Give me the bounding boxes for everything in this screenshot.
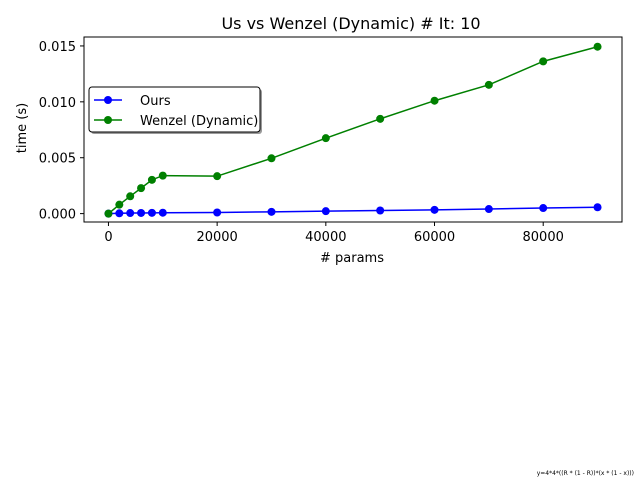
data-point (137, 184, 146, 193)
legend-swatch-marker (104, 116, 112, 124)
data-point (126, 192, 135, 201)
data-point (539, 204, 548, 213)
x-axis: 0 20000 40000 60000 80000 (104, 222, 564, 245)
data-point (126, 209, 135, 218)
footnote-formula: y=4*4*((R * (1 - R))*(x * (1 - x))) (537, 470, 634, 477)
x-tick-label: 80000 (523, 230, 564, 245)
data-point (213, 172, 222, 181)
data-point (137, 208, 146, 217)
legend-swatch-marker (104, 96, 112, 104)
data-point (147, 175, 156, 184)
data-point (267, 154, 276, 163)
x-tick-label: 0 (104, 230, 112, 245)
data-point (430, 96, 439, 105)
y-axis: 0.000 0.005 0.010 0.015 (39, 40, 84, 223)
y-tick-label: 0.005 (39, 152, 76, 167)
x-tick-label: 60000 (414, 230, 455, 245)
data-point (321, 207, 330, 216)
legend-label: Ours (140, 94, 171, 109)
legend-label: Wenzel (Dynamic) (140, 114, 258, 129)
y-tick-label: 0.010 (39, 96, 76, 111)
data-point (593, 42, 602, 51)
data-point (484, 205, 493, 214)
data-point (430, 205, 439, 214)
data-point (115, 209, 124, 218)
data-point (213, 208, 222, 217)
series-layer (104, 42, 602, 218)
data-point (539, 57, 548, 66)
data-point (267, 207, 276, 216)
x-axis-label: # params (320, 251, 384, 266)
data-point (376, 114, 385, 123)
legend-box (88, 86, 261, 133)
y-tick-label: 0.015 (39, 40, 76, 55)
legend: Ours Wenzel (Dynamic) (88, 86, 262, 134)
y-axis-label: time (s) (15, 103, 30, 153)
x-tick-label: 20000 (196, 230, 237, 245)
chart-title: Us vs Wenzel (Dynamic) # It: 10 (221, 14, 480, 33)
x-tick-label: 40000 (305, 230, 346, 245)
data-point (147, 208, 156, 217)
data-point (593, 203, 602, 212)
plot-area-frame (83, 36, 623, 223)
data-point (158, 171, 167, 180)
data-point (104, 209, 113, 218)
data-point (158, 208, 167, 217)
data-point (376, 206, 385, 215)
y-tick-label: 0.000 (39, 208, 76, 223)
data-point (115, 200, 124, 209)
data-point (484, 80, 493, 89)
series-1 (104, 42, 602, 218)
data-point (321, 134, 330, 143)
